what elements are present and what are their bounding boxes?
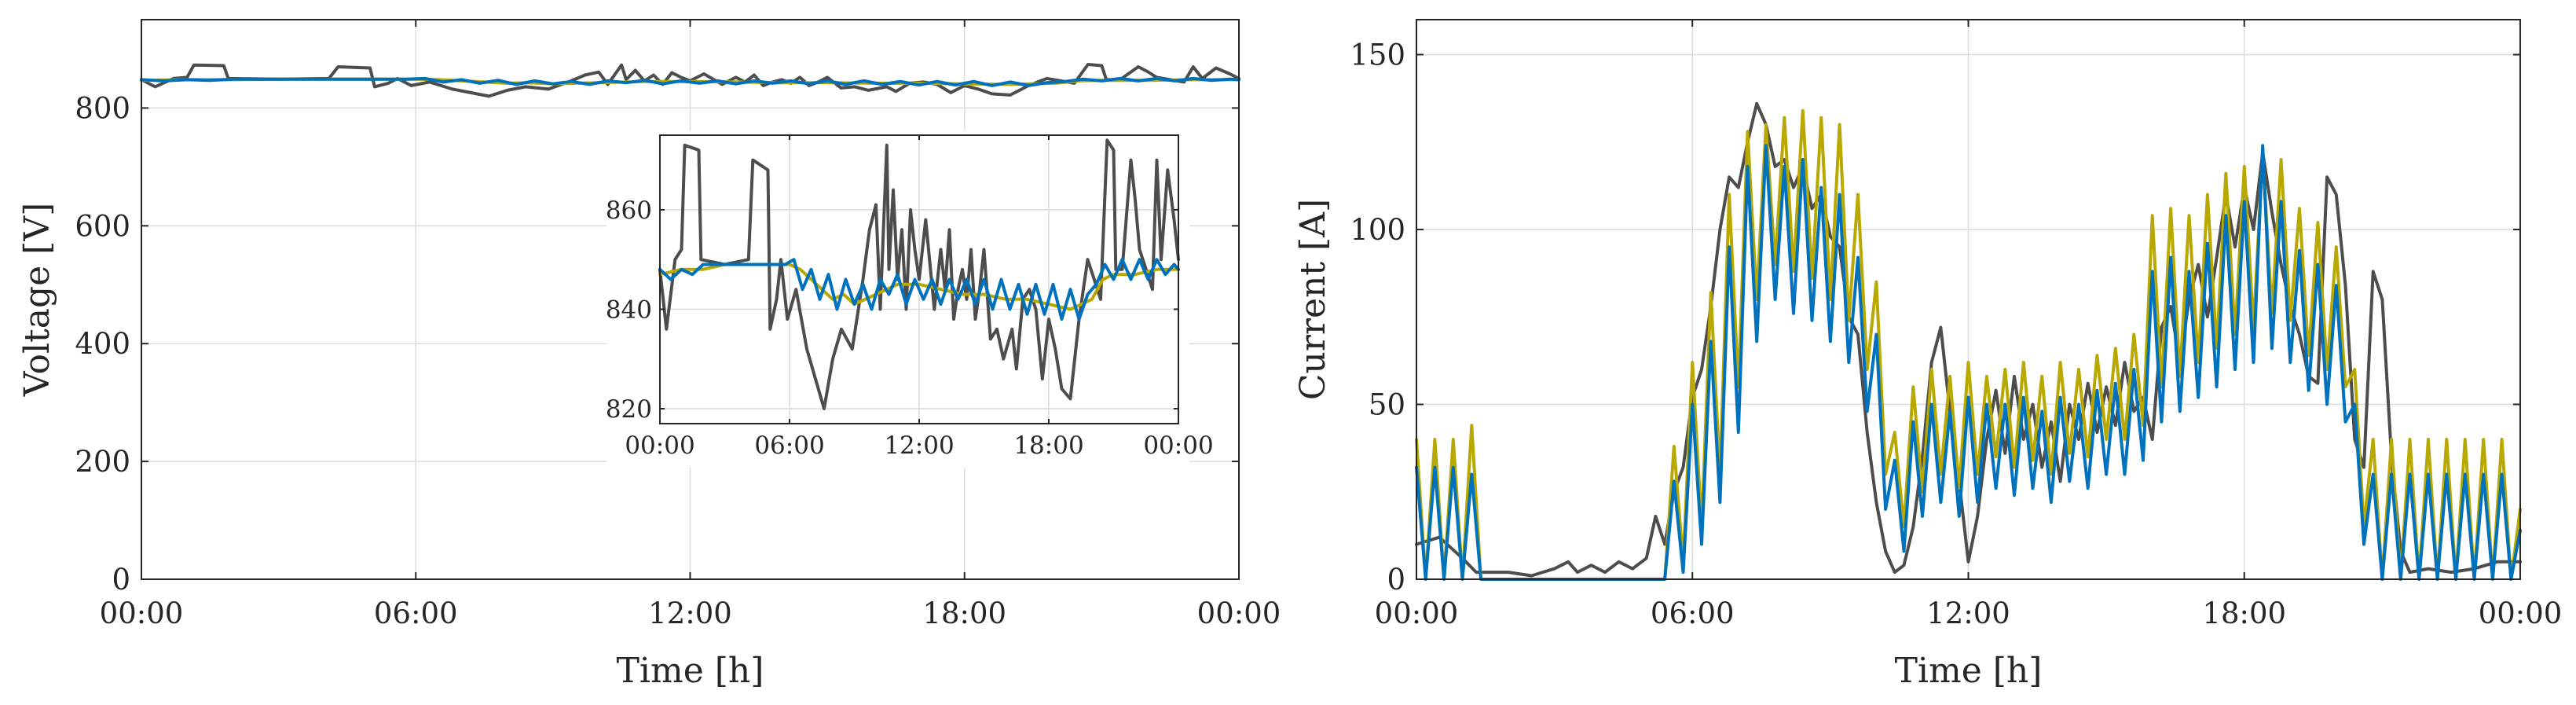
inset-series-line-3: [658, 258, 1180, 321]
voltage-series-line-3: [140, 76, 1240, 87]
inset-x-tick-label: 00:00: [625, 431, 694, 460]
current-x-tick-label: 00:00: [1375, 597, 1459, 630]
inset-y-tick-label: 820: [606, 395, 652, 424]
inset-y-tick-label: 860: [606, 196, 652, 225]
current-series-line-3: [1415, 144, 2522, 581]
voltage-x-tick-label: 00:00: [100, 597, 184, 630]
voltage-y-tick-label: 400: [75, 327, 130, 361]
current-x-tick-label: 00:00: [2479, 597, 2563, 630]
voltage-x-tick-label: 06:00: [374, 597, 458, 630]
current-x-axis-label: Time [h]: [1895, 651, 2043, 691]
current-series-line-2: [1415, 108, 2522, 581]
voltage-series: [140, 63, 1240, 98]
inset-y-tick-label: 840: [606, 296, 652, 324]
current-y-tick-label: 0: [1387, 563, 1405, 597]
voltage-x-tick-label: 00:00: [1197, 597, 1281, 630]
current-x-tick-label: 12:00: [1926, 597, 2010, 630]
inset-series-line-1: [658, 138, 1180, 410]
inset-x-tick-label: 12:00: [884, 431, 954, 460]
inset-grid: [660, 135, 1178, 424]
voltage-y-axis-label: Voltage [V]: [17, 203, 57, 398]
inset-x-tick-label: 06:00: [754, 431, 824, 460]
current-y-tick-label: 50: [1369, 388, 1405, 422]
current-x-tick-label: 06:00: [1651, 597, 1735, 630]
voltage-x-axis-label: Time [h]: [617, 651, 764, 691]
current-x-tick-label: 18:00: [2202, 597, 2286, 630]
voltage-inset: 00:00 06:00 12:00 18:00 00:00 820 840 860: [606, 130, 1214, 468]
voltage-y-tick-label: 0: [112, 563, 130, 597]
current-series: [1415, 101, 2522, 581]
inset-ticks: 00:00 06:00 12:00 18:00 00:00 820 840 860: [606, 135, 1214, 460]
current-grid: [1416, 20, 2520, 579]
voltage-x-tick-label: 18:00: [922, 597, 1006, 630]
voltage-y-tick-label: 600: [75, 209, 130, 243]
current-y-tick-label: 100: [1350, 213, 1405, 247]
voltage-y-tick-label: 200: [75, 445, 130, 479]
current-y-axis-label: Current [A]: [1293, 199, 1333, 400]
voltage-y-tick-label: 800: [75, 91, 130, 125]
current-y-tick-label: 150: [1350, 39, 1405, 72]
inset-x-tick-label: 00:00: [1143, 431, 1213, 460]
inset-series: [658, 138, 1180, 410]
inset-x-tick-label: 18:00: [1013, 431, 1083, 460]
voltage-x-tick-label: 12:00: [648, 597, 732, 630]
